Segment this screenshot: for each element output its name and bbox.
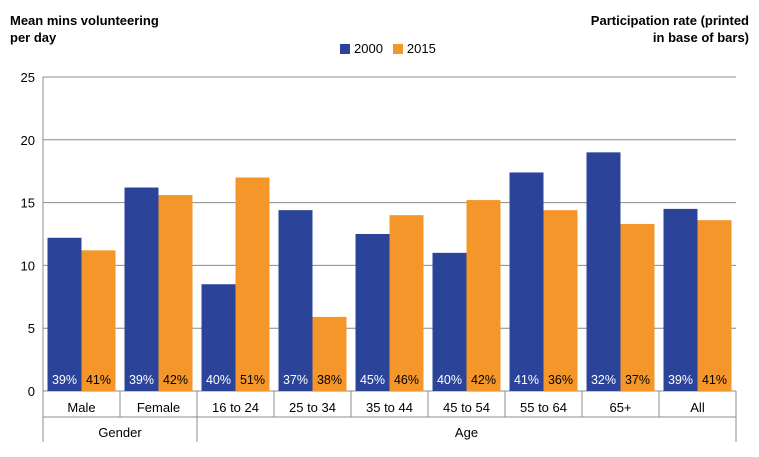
legend-item-2015: 2015 <box>392 41 436 56</box>
participation-label-2000-6: 41% <box>514 373 539 387</box>
group-label-0: Gender <box>98 425 142 440</box>
legend-label-2000: 2000 <box>354 41 383 56</box>
bar-2000-6 <box>509 172 544 391</box>
participation-label-2015-4: 46% <box>394 373 419 387</box>
participation-label-2015-1: 42% <box>163 373 188 387</box>
legend-label-2015: 2015 <box>406 41 436 56</box>
y-tick-label-5: 5 <box>28 321 35 336</box>
x-tick-label-0: Male <box>67 400 95 415</box>
participation-label-2000-5: 40% <box>437 373 462 387</box>
bar-2015-6 <box>543 210 578 391</box>
participation-label-2015-8: 41% <box>702 373 727 387</box>
y-tick-label-25: 25 <box>21 70 35 85</box>
y-axis-title: Mean mins volunteering per day <box>10 13 159 45</box>
bar-2000-8 <box>663 208 698 391</box>
bar-2015-4 <box>389 215 424 391</box>
bar-2015-5 <box>466 200 501 391</box>
y-tick-label-20: 20 <box>21 133 35 148</box>
x-tick-label-2: 16 to 24 <box>212 400 259 415</box>
legend-swatch-2000 <box>340 43 350 54</box>
x-tick-label-4: 35 to 44 <box>366 400 413 415</box>
participation-label-2015-2: 51% <box>240 373 265 387</box>
y-tick-label-10: 10 <box>21 258 35 273</box>
y-tick-label-0: 0 <box>28 384 35 399</box>
participation-label-2015-7: 37% <box>625 373 650 387</box>
participation-label-2015-5: 42% <box>471 373 496 387</box>
participation-label-2000-7: 32% <box>591 373 616 387</box>
participation-rate-note: Participation rate (printed in base of b… <box>590 13 749 45</box>
legend: 2000 2015 <box>340 41 446 56</box>
x-tick-label-7: 65+ <box>609 400 631 415</box>
bar-2015-2 <box>235 177 270 391</box>
bar-2000-2 <box>201 284 236 391</box>
group-label-1: Age <box>455 425 478 440</box>
bar-2015-3 <box>312 316 347 391</box>
bar-2015-7 <box>620 223 655 391</box>
participation-label-2015-3: 38% <box>317 373 342 387</box>
participation-label-2015-6: 36% <box>548 373 573 387</box>
participation-label-2000-4: 45% <box>360 373 385 387</box>
participation-label-2000-8: 39% <box>668 373 693 387</box>
bar-2015-8 <box>697 220 732 391</box>
legend-swatch-2015 <box>392 43 403 54</box>
legend-item-2000: 2000 <box>340 41 383 56</box>
x-tick-label-1: Female <box>137 400 180 415</box>
participation-label-2000-2: 40% <box>206 373 231 387</box>
participation-label-2000-1: 39% <box>129 373 154 387</box>
bar-2000-0 <box>47 237 82 391</box>
bar-2000-5 <box>432 252 467 391</box>
x-tick-label-8: All <box>690 400 705 415</box>
bar-2000-3 <box>278 210 313 391</box>
x-tick-label-3: 25 to 34 <box>289 400 336 415</box>
bar-2015-0 <box>81 250 116 391</box>
bar-2000-7 <box>586 152 621 391</box>
bar-2000-1 <box>124 187 159 391</box>
participation-label-2000-0: 39% <box>52 373 77 387</box>
bar-2000-4 <box>355 234 390 391</box>
participation-label-2015-0: 41% <box>86 373 111 387</box>
y-tick-label-15: 15 <box>21 196 35 211</box>
x-tick-label-6: 55 to 64 <box>520 400 567 415</box>
x-tick-label-5: 45 to 54 <box>443 400 490 415</box>
bar-2015-1 <box>158 195 193 391</box>
participation-label-2000-3: 37% <box>283 373 308 387</box>
